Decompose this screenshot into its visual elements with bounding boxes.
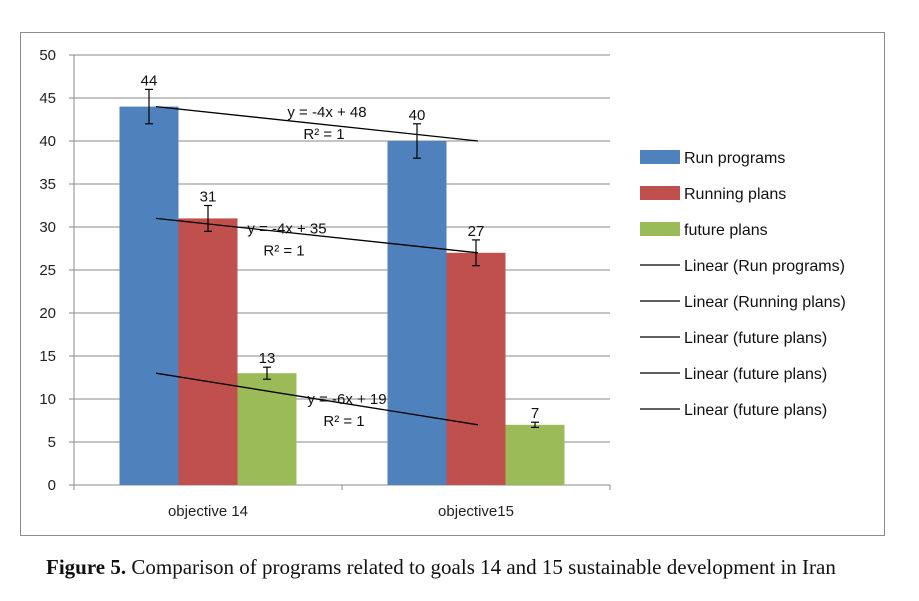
y-tick-label-30: 30 <box>39 219 56 236</box>
trendline-r2-2: R² = 1 <box>263 243 304 260</box>
y-tick-label-40: 40 <box>39 133 56 150</box>
y-tick-label-45: 45 <box>39 90 56 107</box>
y-tick-label-35: 35 <box>39 176 56 193</box>
category-label-1: objective 14 <box>168 503 248 520</box>
bar-future-plans-2 <box>505 424 565 485</box>
data-label-2-0: 13 <box>259 350 276 367</box>
legend-swatch-1 <box>640 150 680 164</box>
legend-label-2: Running plans <box>684 186 786 203</box>
y-tick-label-10: 10 <box>39 391 56 408</box>
bar-running-plans-2 <box>446 252 506 485</box>
y-tick-label-50: 50 <box>39 47 56 64</box>
trendline-2 <box>155 217 479 254</box>
legend-label-7: Linear (future plans) <box>684 366 827 383</box>
legend-label-3: future plans <box>684 222 768 239</box>
category-label-2: objective15 <box>438 503 514 520</box>
legend-label-6: Linear (future plans) <box>684 330 827 347</box>
y-tick-label-0: 0 <box>48 477 56 494</box>
legend-swatch-2 <box>640 186 680 200</box>
bar-chart: 0 5 10 15 20 25 30 35 40 45 50 44 40 31 27 13 7 objective… <box>39 47 846 520</box>
bar-future-plans-1 <box>237 373 297 485</box>
legend-label-1: Run programs <box>684 150 785 167</box>
bar-run-programs-1 <box>119 106 179 485</box>
bar-running-plans-1 <box>178 218 238 485</box>
data-label-1-0: 31 <box>200 189 217 206</box>
y-tick-label-25: 25 <box>39 262 56 279</box>
trendline-3 <box>155 372 479 426</box>
legend-swatch-3 <box>640 222 680 236</box>
y-tick-label-20: 20 <box>39 305 56 322</box>
trendline-equation-3: y = -6x + 19 <box>307 391 386 408</box>
legend-label-5: Linear (Running plans) <box>684 294 846 311</box>
bar-run-programs-2 <box>387 141 447 485</box>
data-label-2-1: 7 <box>531 405 539 422</box>
data-label-0-0: 44 <box>141 72 158 89</box>
trendline-1 <box>155 105 479 142</box>
y-tick-label-15: 15 <box>39 348 56 365</box>
data-label-0-1: 40 <box>409 107 426 124</box>
caption-label: Figure 5. <box>46 555 127 579</box>
trendline-equation-2: y = -4x + 35 <box>247 221 326 238</box>
caption-text: Comparison of programs related to goals … <box>126 555 836 579</box>
legend-label-4: Linear (Run programs) <box>684 258 845 275</box>
trendline-r2-1: R² = 1 <box>303 126 344 143</box>
data-label-1-1: 27 <box>468 223 485 240</box>
legend-label-8: Linear (future plans) <box>684 402 827 419</box>
trendline-r2-3: R² = 1 <box>323 413 364 430</box>
figure-caption: Figure 5. Comparison of programs related… <box>46 555 916 580</box>
y-tick-label-5: 5 <box>48 434 56 451</box>
trendline-equation-1: y = -4x + 48 <box>287 104 366 121</box>
